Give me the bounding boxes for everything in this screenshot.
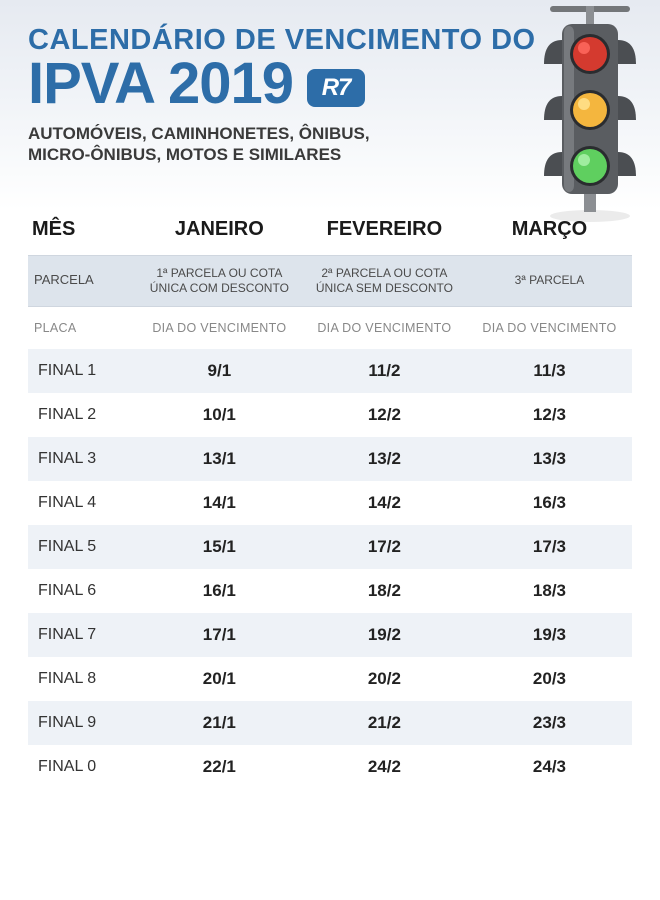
- placa-label: PLACA: [28, 306, 137, 349]
- placa-cell: FINAL 2: [28, 393, 137, 437]
- subtitle: AUTOMÓVEIS, CAMINHONETES, ÔNIBUS, MICRO-…: [28, 123, 408, 166]
- placa-cell: FINAL 1: [28, 349, 137, 393]
- date-cell: 13/1: [137, 437, 302, 481]
- table-row: FINAL 717/119/219/3: [28, 613, 632, 657]
- placa-cell: FINAL 8: [28, 657, 137, 701]
- table-row: FINAL 022/124/224/3: [28, 745, 632, 789]
- date-cell: 11/2: [302, 349, 467, 393]
- date-cell: 14/2: [302, 481, 467, 525]
- placa-cell: FINAL 5: [28, 525, 137, 569]
- date-cell: 23/3: [467, 701, 632, 745]
- placa-header-row: PLACA DIA DO VENCIMENTO DIA DO VENCIMENT…: [28, 306, 632, 349]
- date-cell: 16/3: [467, 481, 632, 525]
- table-row: FINAL 19/111/211/3: [28, 349, 632, 393]
- parcela-desc: 3ª PARCELA: [467, 255, 632, 306]
- placa-cell: FINAL 4: [28, 481, 137, 525]
- date-cell: 19/2: [302, 613, 467, 657]
- placa-cell: FINAL 9: [28, 701, 137, 745]
- date-cell: 20/3: [467, 657, 632, 701]
- date-cell: 17/2: [302, 525, 467, 569]
- placa-cell: FINAL 0: [28, 745, 137, 789]
- traffic-light-icon: [492, 6, 642, 231]
- date-cell: 18/3: [467, 569, 632, 613]
- mes-header: MÊS: [28, 208, 137, 256]
- due-label: DIA DO VENCIMENTO: [467, 306, 632, 349]
- due-label: DIA DO VENCIMENTO: [137, 306, 302, 349]
- date-cell: 17/3: [467, 525, 632, 569]
- date-cell: 24/3: [467, 745, 632, 789]
- date-cell: 9/1: [137, 349, 302, 393]
- table-row: FINAL 210/112/212/3: [28, 393, 632, 437]
- r7-badge: R7: [307, 69, 365, 107]
- date-cell: 24/2: [302, 745, 467, 789]
- table-row: FINAL 820/120/220/3: [28, 657, 632, 701]
- date-cell: 21/2: [302, 701, 467, 745]
- date-cell: 21/1: [137, 701, 302, 745]
- parcela-desc: 2ª PARCELA OU COTA ÚNICA SEM DESCONTO: [302, 255, 467, 306]
- date-cell: 17/1: [137, 613, 302, 657]
- title-line-2: IPVA 2019: [28, 55, 293, 113]
- month-header: FEVEREIRO: [302, 208, 467, 256]
- date-cell: 13/3: [467, 437, 632, 481]
- date-cell: 20/2: [302, 657, 467, 701]
- placa-cell: FINAL 3: [28, 437, 137, 481]
- date-cell: 11/3: [467, 349, 632, 393]
- date-cell: 12/2: [302, 393, 467, 437]
- parcela-label: PARCELA: [28, 255, 137, 306]
- calendar-table: MÊS JANEIRO FEVEREIRO MARÇO PARCELA 1ª P…: [28, 208, 632, 789]
- date-cell: 22/1: [137, 745, 302, 789]
- placa-cell: FINAL 6: [28, 569, 137, 613]
- table-row: FINAL 414/114/216/3: [28, 481, 632, 525]
- date-cell: 18/2: [302, 569, 467, 613]
- date-cell: 13/2: [302, 437, 467, 481]
- placa-cell: FINAL 7: [28, 613, 137, 657]
- parcela-row: PARCELA 1ª PARCELA OU COTA ÚNICA COM DES…: [28, 255, 632, 306]
- table-row: FINAL 921/121/223/3: [28, 701, 632, 745]
- parcela-desc: 1ª PARCELA OU COTA ÚNICA COM DESCONTO: [137, 255, 302, 306]
- date-cell: 10/1: [137, 393, 302, 437]
- date-cell: 16/1: [137, 569, 302, 613]
- table-row: FINAL 616/118/218/3: [28, 569, 632, 613]
- month-header: JANEIRO: [137, 208, 302, 256]
- date-cell: 14/1: [137, 481, 302, 525]
- date-cell: 12/3: [467, 393, 632, 437]
- table-row: FINAL 313/113/213/3: [28, 437, 632, 481]
- date-cell: 19/3: [467, 613, 632, 657]
- date-cell: 15/1: [137, 525, 302, 569]
- date-cell: 20/1: [137, 657, 302, 701]
- table-row: FINAL 515/117/217/3: [28, 525, 632, 569]
- due-label: DIA DO VENCIMENTO: [302, 306, 467, 349]
